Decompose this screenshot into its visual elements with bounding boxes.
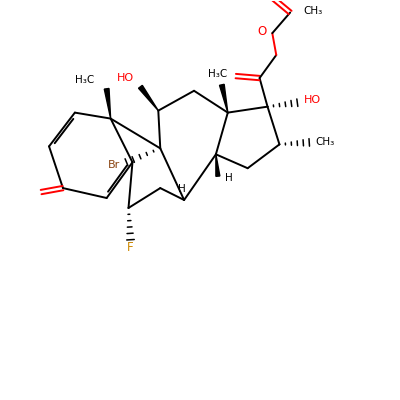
Text: CH₃: CH₃ xyxy=(316,138,335,148)
Polygon shape xyxy=(220,84,228,113)
Polygon shape xyxy=(104,88,111,118)
Text: O: O xyxy=(258,26,267,38)
Text: H: H xyxy=(178,184,186,194)
Text: H₃C: H₃C xyxy=(75,75,94,85)
Polygon shape xyxy=(216,154,220,176)
Text: Br: Br xyxy=(108,160,120,170)
Text: HO: HO xyxy=(304,94,321,104)
Text: F: F xyxy=(127,241,134,254)
Text: H₃C: H₃C xyxy=(208,69,228,79)
Text: CH₃: CH₃ xyxy=(304,6,323,16)
Text: HO: HO xyxy=(117,73,134,83)
Polygon shape xyxy=(138,85,158,111)
Text: H: H xyxy=(225,173,233,183)
